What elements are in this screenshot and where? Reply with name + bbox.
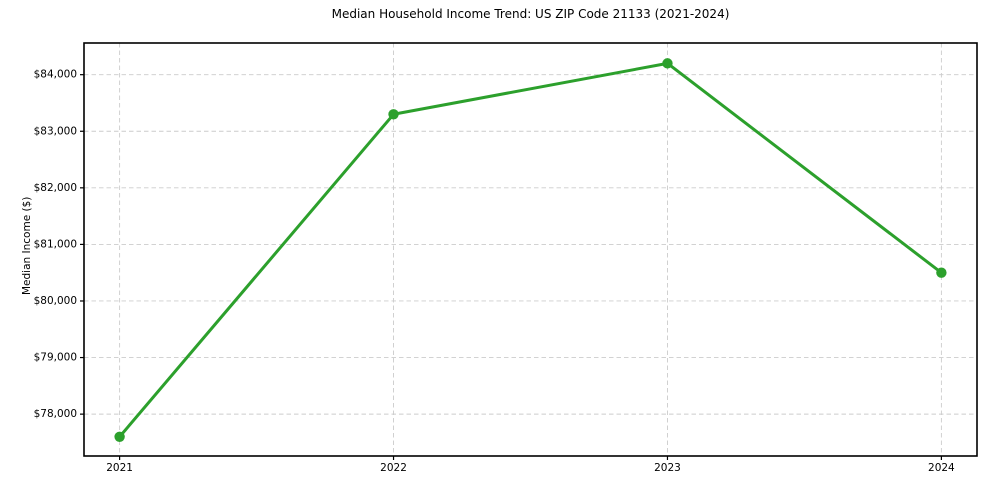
x-tick-label: 2024 <box>928 462 955 474</box>
y-tick-label: $83,000 <box>34 125 77 137</box>
y-tick-label: $81,000 <box>34 238 77 250</box>
y-tick-label: $82,000 <box>34 182 77 194</box>
data-point <box>114 431 125 442</box>
x-tick-label: 2022 <box>380 462 407 474</box>
chart-title: Median Household Income Trend: US ZIP Co… <box>331 7 730 21</box>
data-point <box>388 109 399 120</box>
y-tick-label: $79,000 <box>34 352 77 364</box>
x-tick-label: 2023 <box>654 462 681 474</box>
y-tick-label: $78,000 <box>34 408 77 420</box>
y-tick-label: $80,000 <box>34 295 77 307</box>
trend-line <box>118 61 943 439</box>
y-tick-label: $84,000 <box>34 69 77 81</box>
axes-spines <box>83 42 978 457</box>
data-point <box>936 267 947 278</box>
data-point <box>662 58 673 69</box>
x-tick-label: 2021 <box>106 462 133 474</box>
